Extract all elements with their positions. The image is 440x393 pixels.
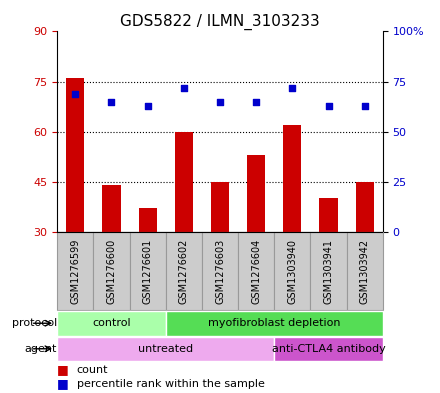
Text: protocol: protocol (12, 318, 57, 328)
FancyBboxPatch shape (166, 232, 202, 310)
Text: percentile rank within the sample: percentile rank within the sample (77, 378, 264, 389)
Text: GSM1303940: GSM1303940 (287, 239, 297, 304)
FancyBboxPatch shape (202, 232, 238, 310)
Text: myofibroblast depletion: myofibroblast depletion (208, 318, 341, 328)
Point (289, 84, 296, 91)
Point (361, 103, 368, 109)
FancyBboxPatch shape (129, 232, 166, 310)
Text: count: count (77, 365, 108, 375)
Text: untreated: untreated (138, 344, 193, 354)
Text: GSM1276601: GSM1276601 (143, 239, 153, 304)
Text: GSM1276600: GSM1276600 (106, 239, 117, 304)
Point (72, 90, 79, 97)
Bar (175, 132, 193, 232)
Bar (139, 208, 157, 232)
Point (180, 84, 187, 91)
Point (216, 98, 224, 105)
Text: GSM1276603: GSM1276603 (215, 239, 225, 304)
FancyBboxPatch shape (347, 232, 383, 310)
Text: ■: ■ (57, 363, 69, 376)
FancyBboxPatch shape (311, 232, 347, 310)
Bar (319, 198, 337, 232)
Text: GSM1276599: GSM1276599 (70, 239, 80, 304)
FancyBboxPatch shape (57, 311, 166, 336)
FancyBboxPatch shape (57, 232, 93, 310)
Text: anti-CTLA4 antibody: anti-CTLA4 antibody (271, 344, 385, 354)
FancyBboxPatch shape (57, 336, 274, 361)
Bar (103, 185, 121, 232)
Point (144, 103, 151, 109)
FancyBboxPatch shape (274, 336, 383, 361)
Text: GSM1276602: GSM1276602 (179, 239, 189, 304)
FancyBboxPatch shape (166, 311, 383, 336)
Text: agent: agent (25, 344, 57, 354)
Text: ■: ■ (57, 377, 69, 390)
FancyBboxPatch shape (274, 232, 311, 310)
FancyBboxPatch shape (238, 232, 274, 310)
Title: GDS5822 / ILMN_3103233: GDS5822 / ILMN_3103233 (120, 14, 320, 30)
Bar (211, 182, 229, 232)
Text: GSM1276604: GSM1276604 (251, 239, 261, 304)
FancyBboxPatch shape (93, 232, 129, 310)
Bar (283, 125, 301, 232)
Text: GSM1303941: GSM1303941 (323, 239, 334, 304)
Text: control: control (92, 318, 131, 328)
Point (325, 103, 332, 109)
Point (108, 98, 115, 105)
Point (253, 98, 260, 105)
Bar (356, 182, 374, 232)
Bar (247, 155, 265, 232)
Text: GSM1303942: GSM1303942 (360, 239, 370, 304)
Bar (66, 78, 84, 232)
